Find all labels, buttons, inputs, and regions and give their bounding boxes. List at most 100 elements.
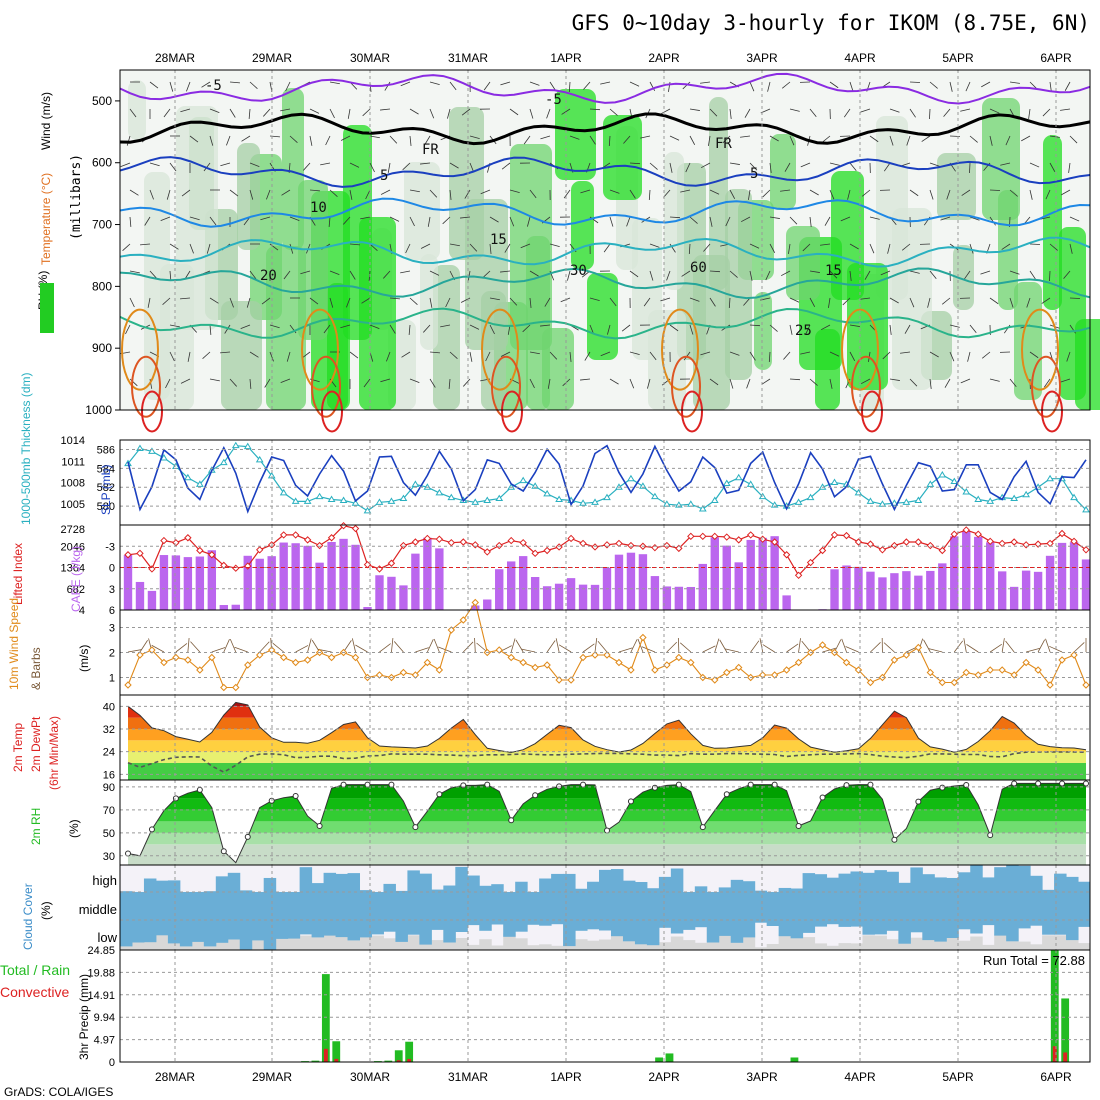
wind-barb [1045,638,1051,653]
wind-barb [603,243,611,253]
dewpoint-line [127,751,1087,774]
cloud-middle-bar [898,892,911,920]
cloud-low-bar [838,920,851,927]
rh-point [723,791,730,798]
lifted-index-point [483,548,491,556]
date-label-bottom: 5APR [942,1070,974,1084]
y-tick-label: 580 [97,501,115,513]
wind-barb [641,646,656,653]
warm-contour [321,390,343,433]
cloud-middle-bar [215,892,229,920]
wind-barb [1026,297,1031,308]
cloud-middle-bar [131,892,145,920]
cloud-high-bar [1042,889,1055,892]
lifted-index-point [818,546,827,555]
wind-speed-point [184,656,192,664]
y-tick-label: 2 [109,648,115,660]
warm-contour [1021,308,1059,391]
lifted-index-point [172,539,180,547]
date-label-top: 2APR [648,51,680,65]
wind-barb [469,324,480,330]
wind-barb [139,640,148,653]
wind-speed-point [842,658,851,667]
cloud-low-bar [143,920,157,943]
wind-barb [594,638,598,653]
cape-bar [1069,542,1079,610]
wind-barb [729,162,740,165]
wind-barb [549,81,556,91]
thickness-point [315,492,324,500]
wind-barb [546,108,551,119]
rh-shade-cell [1043,135,1062,310]
cape-bar [686,586,696,610]
wind-barb [1043,378,1051,388]
wind-barb [400,270,411,274]
warm-contour [141,390,163,433]
rh-point [891,836,898,843]
y-tick-label: 30 [103,851,115,863]
wind-barb [1049,270,1051,282]
wind-barb [1029,243,1041,245]
wind-barb [393,641,404,653]
wind-barb [569,135,580,140]
wind-barb [820,324,831,331]
wind-barb [365,189,371,200]
wind-barb [509,108,519,116]
wind-unit-label: (m/s) [77,645,91,672]
rh-shade-cell [298,180,328,340]
wind-barb [989,108,1000,114]
wind-barb [389,216,400,222]
wind-barb [246,297,251,308]
wind-barb [769,135,779,142]
wind-speed-point [627,666,635,674]
cloud-high-bar [862,872,875,892]
cloud-high-bar [1066,876,1079,892]
cloud-middle-bar [682,892,696,920]
lifted-index-point [950,530,958,538]
wind-barb [643,297,651,307]
cloud-middle-bar [359,892,372,920]
wind-speed-point [818,641,827,649]
wind-barb [509,189,520,193]
thickness-point [962,487,971,495]
cloud-middle-bar [1030,892,1043,920]
wind-barb [961,189,971,196]
wind-barb [380,108,391,111]
wind-barb [289,243,294,254]
cloud-low-bar [251,920,265,941]
cloud-middle-bar [599,892,612,920]
wind-barb [309,189,320,192]
warm-contour [1031,355,1061,418]
cloud-low-bar [491,945,504,950]
cloud-low-bar [646,920,660,946]
cloud-low-bar [239,920,253,950]
wind-barb [929,108,931,120]
y-tick-label: 586 [97,444,115,456]
wind-barb [828,297,831,308]
wind-speed-point [591,651,599,659]
cloud-middle-bar [994,892,1007,920]
wind-barb [405,243,411,254]
wind-barb [409,297,418,305]
cloud-high-bar [575,888,588,892]
wind-barb [849,351,856,362]
cloud-middle-bar [275,892,289,920]
lifted-index-point [423,534,432,543]
cloud-high-bar [814,874,828,892]
cloud-high-bar [790,888,804,892]
cape-bar [842,565,851,610]
wind-barb [989,297,999,305]
cloud-middle-bar [239,892,253,920]
wind-barb [489,297,500,301]
thickness-point [686,500,695,507]
cloud-middle-bar [419,892,432,920]
precip-unit-label: 3hr Precip (mm) [77,974,91,1060]
wind-barb [175,643,188,653]
cape-bar [1033,571,1043,610]
wind-barb [1042,108,1051,117]
thickness-point [423,483,432,490]
wind-barb [329,270,340,275]
wind-barb [708,135,711,146]
cape-bar [315,562,324,610]
temperature-line [127,701,1087,754]
